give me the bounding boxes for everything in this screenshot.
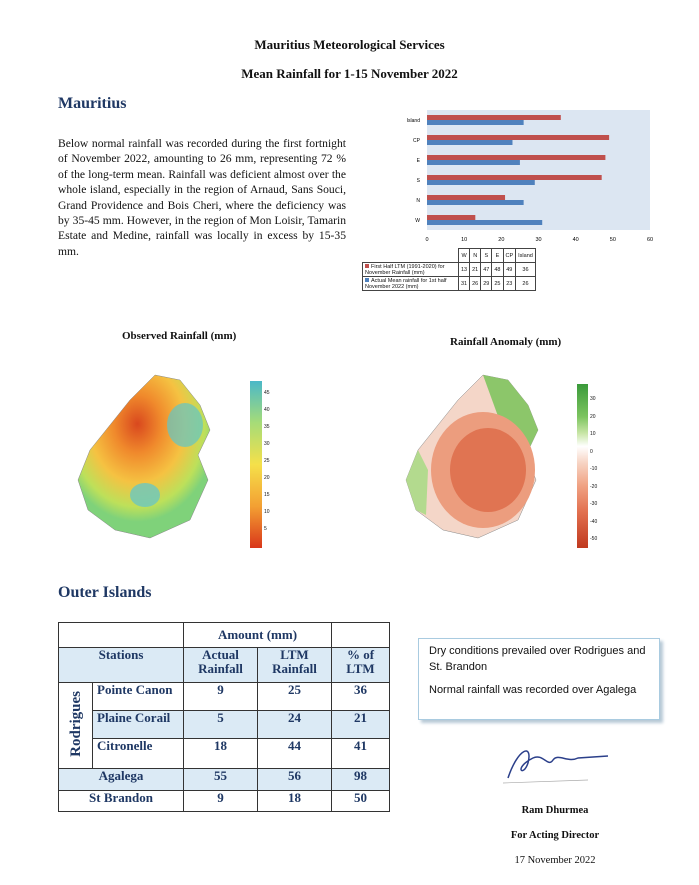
bar-N-ltm bbox=[427, 195, 506, 200]
scale-label: 0 bbox=[590, 448, 593, 455]
observed-rainfall-map bbox=[77, 374, 211, 539]
bar-W-ltm bbox=[427, 215, 476, 220]
bar-S-actual bbox=[427, 180, 535, 185]
category-label: E bbox=[417, 158, 421, 164]
category-label: CP bbox=[413, 138, 421, 144]
outer-islands-note: Dry conditions prevailed over Rodrigues … bbox=[418, 638, 660, 720]
report-title: Mean Rainfall for 1-15 November 2022 bbox=[241, 66, 458, 81]
mauritius-summary: Below normal rainfall was recorded durin… bbox=[58, 137, 346, 258]
legend-blue-swatch bbox=[365, 277, 369, 282]
scale-label: 35 bbox=[264, 424, 270, 430]
category-label: S bbox=[417, 178, 421, 184]
scale-label: 40 bbox=[264, 407, 270, 413]
bar-E-actual bbox=[427, 160, 520, 165]
observed-colorbar bbox=[250, 381, 262, 548]
anomaly-scale-labels: 30 20 10 0 -10 -20 -30 -40 -50 bbox=[590, 396, 597, 554]
observed-scale-labels: 45 40 35 30 25 20 15 10 5 bbox=[264, 390, 270, 543]
scale-label: -20 bbox=[590, 483, 598, 490]
regional-rainfall-bar-chart: Island CP E S N W 0 10 20 30 40 50 60 bbox=[407, 110, 653, 243]
x-tick-label: 10 bbox=[461, 237, 467, 243]
legend-red-swatch bbox=[365, 263, 369, 268]
category-label: Island bbox=[407, 118, 421, 124]
org-name: Mauritius Meteorological Services bbox=[254, 37, 445, 52]
scale-label: 25 bbox=[264, 458, 270, 464]
bar-E-ltm bbox=[427, 155, 606, 160]
scale-label: 15 bbox=[264, 492, 270, 498]
mauritius-heading: Mauritius bbox=[58, 95, 127, 112]
anomaly-colorbar bbox=[577, 384, 588, 548]
scale-label: 5 bbox=[264, 526, 267, 532]
scale-label: 10 bbox=[264, 509, 270, 515]
outer-islands-table: Amount (mm) Stations Actual Rainfall LTM R… bbox=[58, 622, 390, 812]
x-tick-label: 30 bbox=[535, 237, 541, 243]
bar-CP-actual bbox=[427, 140, 513, 145]
scale-label: 30 bbox=[590, 396, 596, 402]
scale-label: 30 bbox=[264, 441, 270, 447]
scale-label: -10 bbox=[590, 466, 598, 472]
rainfall-anomaly-map bbox=[405, 374, 539, 539]
scale-label: 20 bbox=[590, 413, 596, 420]
scale-label: 20 bbox=[264, 475, 270, 481]
outer-islands-heading: Outer Islands bbox=[58, 584, 152, 601]
category-label: N bbox=[416, 198, 420, 204]
x-tick-label: 40 bbox=[573, 237, 579, 243]
bar-W-actual bbox=[427, 220, 543, 225]
plot-area bbox=[427, 110, 650, 230]
scale-label: -40 bbox=[590, 518, 598, 525]
chart-data-table: W N S E CP Island First Half LTM (1991-2020) … bbox=[362, 248, 536, 291]
bar-N-actual bbox=[427, 200, 524, 205]
bar-Island-ltm bbox=[427, 115, 561, 120]
scale-label: -50 bbox=[590, 536, 598, 542]
scale-label: 10 bbox=[590, 431, 596, 437]
category-label: W bbox=[415, 218, 420, 224]
x-tick-label: 50 bbox=[610, 237, 616, 243]
signatory-role: For Acting Director bbox=[510, 830, 600, 841]
x-tick-label: 20 bbox=[498, 237, 504, 243]
x-tick-label: 0 bbox=[425, 237, 428, 243]
scale-label: 45 bbox=[264, 390, 270, 396]
scale-label: -30 bbox=[590, 501, 598, 507]
signature-image bbox=[502, 750, 609, 784]
report-date: 17 November 2022 bbox=[514, 855, 596, 866]
observed-map-title: Observed Rainfall (mm) bbox=[122, 330, 237, 342]
bar-CP-ltm bbox=[427, 135, 610, 140]
signatory-name: Ram Dhurmea bbox=[521, 805, 589, 816]
bar-Island-actual bbox=[427, 120, 524, 125]
bar-S-ltm bbox=[427, 175, 602, 180]
x-tick-label: 60 bbox=[647, 237, 653, 243]
anomaly-map-title: Rainfall Anomaly (mm) bbox=[450, 336, 562, 348]
note-line-2: Normal rainfall was recorded over Agaleg… bbox=[429, 684, 637, 696]
note-line-1: Dry conditions prevailed over Rodrigues … bbox=[429, 645, 646, 673]
